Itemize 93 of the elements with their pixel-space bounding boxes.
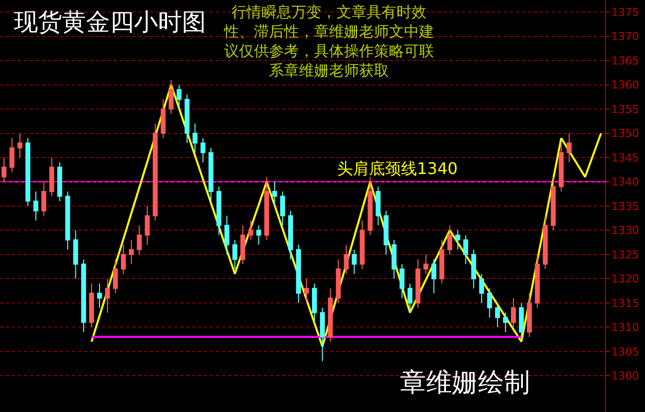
candlestick xyxy=(272,181,278,206)
y-tick-label: 1330 xyxy=(611,224,640,238)
y-tick-label: 1320 xyxy=(611,272,640,286)
candlestick xyxy=(184,94,190,144)
candlestick xyxy=(49,157,54,197)
annotation: 章维姗绘制 xyxy=(400,368,530,398)
candlestick xyxy=(73,230,78,280)
candlestick xyxy=(216,186,222,236)
candlestick xyxy=(328,288,333,342)
candlestick xyxy=(160,98,166,139)
candlestick xyxy=(280,190,286,226)
candlestick xyxy=(518,302,524,342)
candlestick xyxy=(320,307,325,362)
candlestick xyxy=(376,186,381,226)
candlestick xyxy=(304,278,309,304)
candlestick xyxy=(336,258,341,304)
candlestick xyxy=(144,206,150,246)
candlestick xyxy=(534,254,540,308)
candlestick xyxy=(503,312,508,333)
candlestick xyxy=(105,278,110,314)
candlestick xyxy=(471,249,476,289)
candlestick xyxy=(312,283,317,323)
candlestick xyxy=(463,234,468,265)
candlestick xyxy=(511,298,516,328)
candlestick xyxy=(447,224,452,255)
candlestick xyxy=(25,138,30,206)
y-tick-label: 1345 xyxy=(611,151,640,164)
candlestick xyxy=(248,220,254,240)
candlestick xyxy=(526,292,532,338)
candlestick xyxy=(89,283,94,328)
candlestick xyxy=(392,239,396,280)
candlestick xyxy=(558,142,564,192)
y-tick-label: 1340 xyxy=(611,176,640,189)
candlestick xyxy=(408,283,412,314)
candlestick xyxy=(415,258,420,308)
candlestick xyxy=(264,176,270,240)
candlestick xyxy=(33,190,38,222)
ref-line-label: 头肩底颈线1340 xyxy=(337,159,458,178)
candlestick xyxy=(566,132,572,163)
candlestick xyxy=(112,258,118,294)
candlestick xyxy=(136,224,142,255)
candlestick xyxy=(550,176,556,231)
candlestick xyxy=(384,210,389,255)
y-tick-label: 1370 xyxy=(611,30,640,44)
candlestick xyxy=(97,283,102,308)
candlestick xyxy=(168,79,174,114)
candlestick xyxy=(2,157,6,182)
y-tick-label: 1310 xyxy=(611,321,640,334)
y-tick-label: 1315 xyxy=(611,296,640,310)
candlestick xyxy=(57,162,62,202)
candlestick xyxy=(439,239,444,284)
y-tick-label: 1365 xyxy=(611,54,640,68)
candlestick xyxy=(81,258,86,333)
candlestick xyxy=(192,123,198,154)
y-tick-label: 1375 xyxy=(611,6,640,19)
candlestick xyxy=(479,273,484,304)
candlestick xyxy=(431,258,436,294)
candlestick xyxy=(232,239,238,270)
candlestick xyxy=(41,181,46,216)
candlestick xyxy=(296,244,301,304)
candlestick xyxy=(9,138,14,173)
y-tick-label: 1355 xyxy=(611,102,640,116)
candlestick xyxy=(344,244,349,274)
candlestick xyxy=(360,220,365,270)
chart-title: 现货黄金四小时图 xyxy=(14,8,206,36)
candlestick xyxy=(368,176,373,236)
candlestick xyxy=(423,254,428,274)
annotation: 行情瞬息万变，文章具有时效性、滞后性，章维姗老师文中建议仅供参考，具体操作策略可联系章维姗老师获取 xyxy=(223,3,434,80)
candlestick xyxy=(240,224,246,265)
candlestick xyxy=(455,230,460,250)
candlestick xyxy=(256,224,262,246)
candlestick xyxy=(542,215,548,270)
y-tick-label: 1360 xyxy=(611,78,640,92)
candlestick xyxy=(65,190,70,250)
candlestick xyxy=(352,249,357,274)
candlestick xyxy=(400,264,404,299)
candlestick xyxy=(17,132,22,158)
candlestick xyxy=(288,210,294,260)
candlestick xyxy=(487,288,492,318)
candlestick xyxy=(176,84,182,110)
candlestick xyxy=(495,302,500,328)
y-tick-label: 1325 xyxy=(611,248,640,262)
candlestick xyxy=(128,239,134,265)
line-series xyxy=(90,84,602,348)
y-tick-label: 1350 xyxy=(611,127,640,140)
candlestick xyxy=(120,244,126,274)
y-tick-label: 1300 xyxy=(611,370,640,382)
candlestick xyxy=(208,147,214,202)
candlestick xyxy=(152,123,158,222)
y-tick-label: 1305 xyxy=(611,345,640,358)
candlestick xyxy=(224,215,230,255)
candlestick xyxy=(200,138,206,163)
y-tick-label: 1335 xyxy=(611,200,640,213)
